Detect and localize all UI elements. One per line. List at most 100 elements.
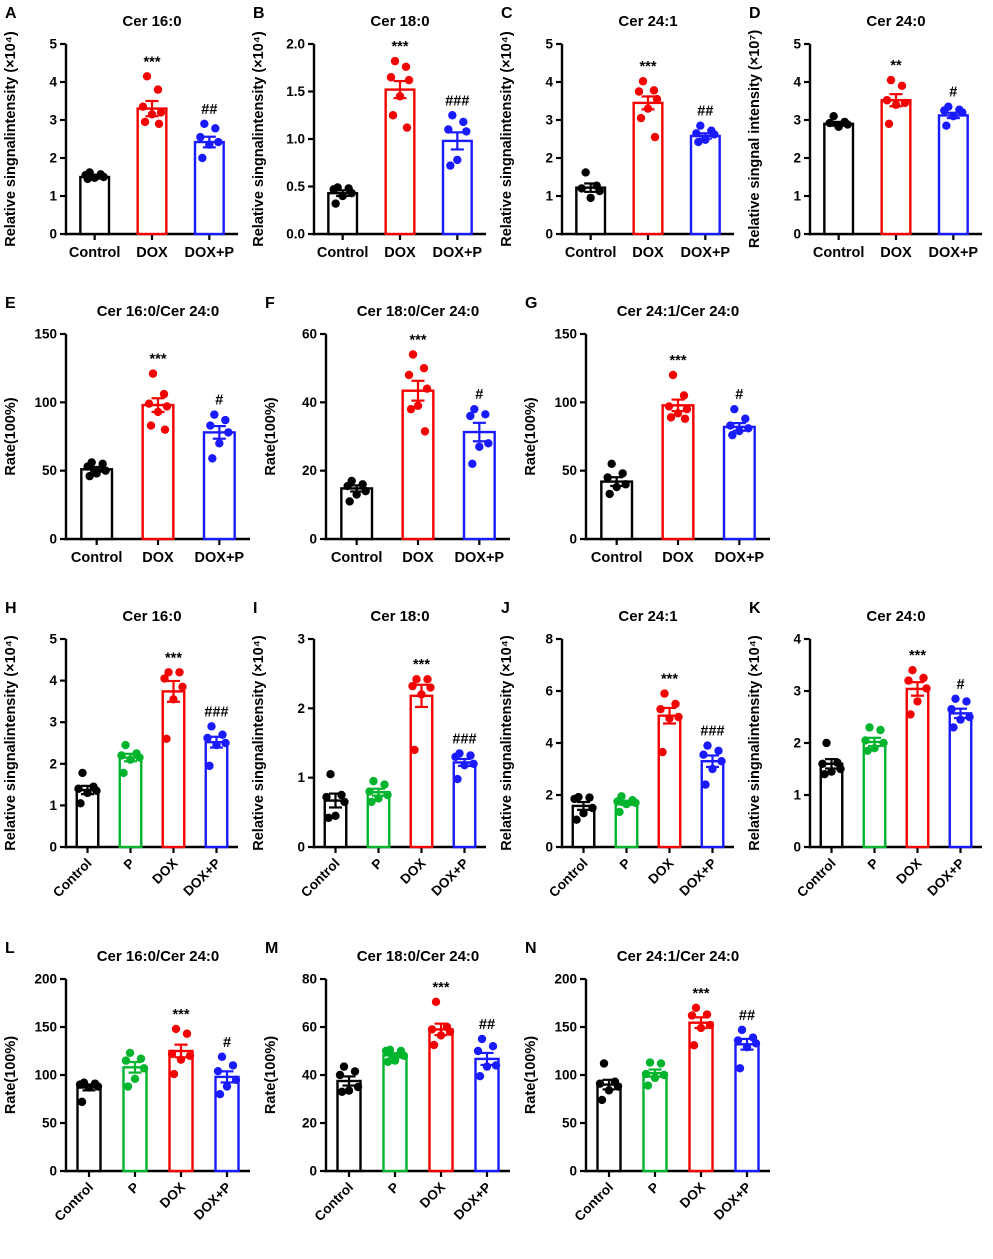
significance-label: *** — [413, 657, 430, 673]
y-tick-label: 5 — [793, 37, 801, 52]
data-point — [631, 798, 640, 807]
panel-M: M Cer 18:0/Cer 24:0 Rate(100%) 0 20 40 60 80 Con… — [260, 935, 520, 1259]
y-axis-label: Rate(100%) — [523, 1036, 539, 1114]
data-point — [386, 73, 396, 82]
data-point — [615, 807, 624, 817]
y-axis-label: Relative singnalintensity (×10⁴) — [251, 635, 267, 851]
y-tick-label: 1 — [793, 189, 801, 204]
data-point — [735, 1064, 745, 1073]
panel-letter: F — [265, 295, 275, 312]
data-point — [164, 668, 173, 677]
significance-label: *** — [640, 59, 657, 75]
data-point — [897, 81, 907, 91]
data-point — [324, 813, 333, 823]
data-point — [708, 764, 717, 774]
bar-dox — [161, 690, 186, 849]
x-tick-label: DOX — [662, 550, 694, 566]
data-point — [825, 118, 834, 128]
data-point — [462, 127, 471, 136]
significance-label: *** — [670, 353, 687, 369]
data-point — [843, 120, 852, 129]
data-point — [673, 409, 683, 418]
x-tick-label: DOX+P — [455, 550, 505, 566]
data-point — [671, 699, 680, 709]
panel-letter: G — [525, 295, 537, 312]
data-point — [459, 117, 468, 127]
data-point — [331, 811, 340, 820]
y-tick-label: 2 — [49, 756, 57, 771]
data-point — [714, 746, 723, 755]
data-point — [138, 102, 148, 111]
data-point — [940, 106, 949, 115]
data-point — [215, 1090, 225, 1099]
x-tick-label: Control — [71, 550, 123, 566]
significance-label: # — [475, 387, 483, 403]
bar-dox — [168, 1049, 194, 1173]
data-point — [622, 799, 631, 809]
data-point — [665, 714, 674, 723]
data-point — [208, 454, 217, 463]
data-point — [176, 1055, 186, 1064]
bar-dox-plus-p — [202, 431, 236, 541]
data-point — [466, 751, 475, 760]
data-point — [643, 1081, 653, 1090]
x-tick-label: DOX — [417, 1180, 448, 1211]
y-tick-label: 50 — [562, 463, 577, 478]
x-tick-label: P — [369, 856, 386, 873]
data-point — [410, 745, 419, 755]
significance-label: *** — [410, 333, 427, 349]
data-point — [649, 86, 659, 95]
panel-title: Cer 16:0 — [122, 608, 181, 625]
data-point — [135, 753, 144, 762]
data-point — [340, 797, 349, 807]
data-point — [643, 104, 653, 113]
data-point — [101, 466, 110, 475]
data-point — [322, 792, 331, 802]
y-tick-label: 4 — [545, 736, 553, 751]
y-tick-label: 0 — [49, 1164, 57, 1179]
significance-label: *** — [433, 980, 450, 996]
y-tick-label: 40 — [302, 1068, 317, 1083]
panel-title: Cer 24:0 — [866, 608, 925, 625]
panel-letter: H — [5, 600, 17, 617]
panel-title: Cer 16:0 — [122, 13, 181, 30]
significance-label: *** — [173, 1007, 190, 1023]
panel-letter: D — [749, 5, 761, 22]
x-tick-label: DOX+P — [681, 245, 731, 261]
data-point — [338, 191, 347, 201]
y-axis-label: Rate(100%) — [523, 397, 539, 475]
panel-letter: N — [525, 940, 537, 957]
data-point — [422, 384, 432, 393]
panel-title: Cer 24:1 — [618, 608, 677, 625]
y-tick-label: 20 — [302, 1116, 317, 1131]
data-point — [595, 1079, 605, 1088]
data-point — [213, 1066, 223, 1076]
significance-label: # — [735, 387, 743, 403]
data-point — [153, 407, 163, 417]
data-point — [358, 480, 367, 489]
data-point — [196, 132, 205, 142]
data-point — [585, 793, 594, 802]
chart-svg-N: N Cer 24:1/Cer 24:0 Rate(100%) 0 50 100 150 200… — [523, 940, 770, 1224]
panel-title: Cer 24:1 — [618, 13, 677, 30]
y-tick-label: 2 — [545, 151, 553, 166]
data-point — [913, 697, 922, 706]
data-point — [699, 750, 708, 759]
chart-svg-H: H Cer 16:0 Relative singnalintensity (×10⁴… — [3, 600, 238, 900]
y-axis-label: Relative singnalintensity (×10⁴) — [3, 31, 19, 247]
y-tick-label: 0 — [309, 532, 317, 547]
x-tick-label: DOX — [397, 856, 428, 887]
y-tick-label: 1 — [297, 770, 305, 785]
bar-dox — [657, 714, 682, 849]
data-point — [733, 1036, 743, 1045]
data-point — [147, 110, 157, 119]
y-tick-label: 0 — [49, 840, 57, 855]
y-tick-label: 8 — [545, 632, 553, 647]
data-point — [326, 770, 335, 779]
data-point — [475, 442, 484, 451]
data-point — [423, 675, 432, 684]
y-tick-label: 5 — [49, 37, 57, 52]
data-point — [949, 112, 958, 121]
data-point — [413, 401, 423, 410]
y-tick-label: 100 — [34, 395, 57, 410]
